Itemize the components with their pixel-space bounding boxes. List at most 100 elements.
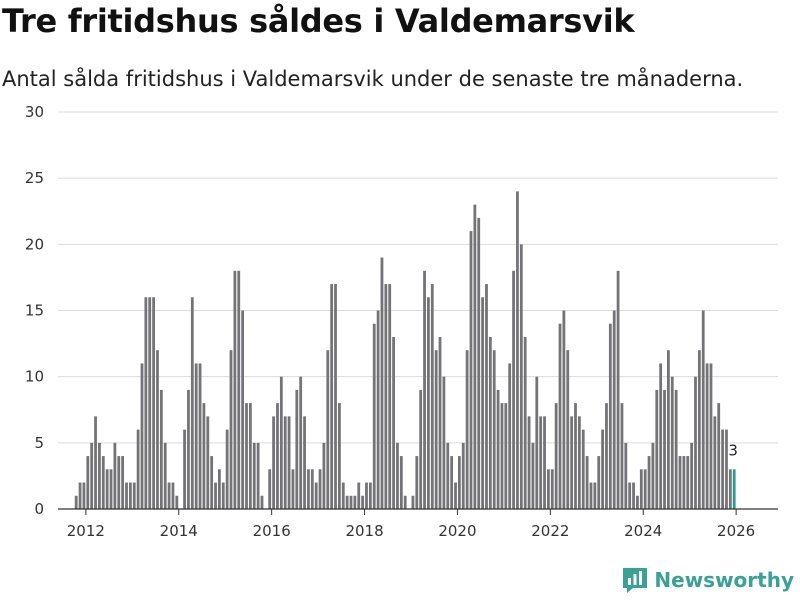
brand-name: Newsworthy bbox=[654, 568, 794, 592]
bar bbox=[117, 456, 121, 509]
bar bbox=[388, 284, 392, 509]
bar bbox=[365, 482, 368, 509]
bar bbox=[593, 482, 597, 509]
x-axis-ticks: 2012 2014 2016 2018 2020 2022 2024 2026 bbox=[67, 509, 755, 540]
bar bbox=[368, 482, 372, 509]
bar bbox=[469, 231, 473, 509]
bar bbox=[105, 469, 109, 509]
bar bbox=[411, 495, 415, 509]
bar bbox=[156, 350, 159, 509]
bar bbox=[430, 284, 434, 509]
bar bbox=[713, 416, 717, 509]
bar bbox=[647, 456, 651, 509]
bar bbox=[252, 442, 256, 509]
bar bbox=[608, 323, 612, 509]
bar bbox=[152, 297, 155, 509]
bar bbox=[144, 297, 148, 509]
bar bbox=[198, 363, 202, 509]
bar bbox=[221, 482, 225, 509]
x-tick-label: 2020 bbox=[438, 522, 476, 540]
newsworthy-logo-icon bbox=[623, 568, 648, 593]
bar bbox=[322, 442, 326, 509]
bar bbox=[527, 416, 531, 509]
bar bbox=[260, 495, 264, 509]
data-labels: 3 bbox=[728, 441, 738, 459]
y-tick-label: 25 bbox=[25, 169, 44, 187]
bar bbox=[597, 456, 601, 509]
bar bbox=[415, 456, 419, 509]
bar bbox=[581, 429, 585, 509]
bar bbox=[295, 389, 299, 509]
bar bbox=[101, 456, 105, 509]
bar bbox=[125, 482, 128, 509]
bar bbox=[434, 350, 438, 509]
bar bbox=[539, 416, 543, 509]
bar bbox=[403, 495, 407, 509]
bar bbox=[214, 482, 217, 509]
bar bbox=[485, 284, 488, 509]
bar bbox=[605, 403, 608, 509]
bar bbox=[639, 469, 643, 509]
bar bbox=[330, 284, 334, 509]
bar bbox=[562, 310, 566, 509]
bar bbox=[225, 429, 229, 509]
x-tick-label: 2026 bbox=[717, 522, 755, 540]
bar bbox=[577, 416, 581, 509]
bar bbox=[399, 456, 403, 509]
bar bbox=[109, 469, 113, 509]
bar bbox=[477, 217, 481, 509]
bar bbox=[299, 376, 303, 509]
bar bbox=[380, 257, 384, 509]
bar bbox=[396, 442, 399, 509]
bar bbox=[492, 350, 496, 509]
bar bbox=[287, 416, 291, 509]
gridlines bbox=[58, 111, 778, 444]
bar bbox=[535, 376, 539, 509]
bar bbox=[272, 416, 275, 509]
bar bbox=[279, 376, 283, 509]
bar bbox=[159, 389, 163, 509]
y-tick-label: 0 bbox=[34, 500, 44, 518]
bar bbox=[90, 442, 94, 509]
bar bbox=[531, 442, 535, 509]
bar bbox=[132, 482, 136, 509]
bar bbox=[78, 482, 82, 509]
bar bbox=[229, 350, 233, 509]
bar bbox=[655, 389, 659, 509]
bar bbox=[357, 482, 361, 509]
bar bbox=[349, 495, 353, 509]
bar-chart: 0 5 10 15 20 25 30 2012 2014 2016 2018 2020 2022 202… bbox=[25, 103, 778, 540]
bar bbox=[384, 284, 388, 509]
bar bbox=[488, 336, 492, 509]
bar bbox=[697, 350, 701, 509]
bar bbox=[651, 442, 655, 509]
bar bbox=[690, 442, 694, 509]
bar bbox=[136, 429, 140, 509]
bar bbox=[446, 442, 450, 509]
bar bbox=[268, 469, 272, 509]
chart-subtitle: Antal sålda fritidshus i Valdemarsvik un… bbox=[2, 67, 744, 91]
bar bbox=[612, 310, 616, 509]
bar bbox=[248, 403, 252, 509]
bar bbox=[86, 456, 90, 509]
bar bbox=[450, 456, 454, 509]
bar bbox=[334, 284, 337, 509]
bar bbox=[303, 416, 306, 509]
bar bbox=[140, 363, 144, 509]
bar bbox=[457, 456, 461, 509]
bar bbox=[628, 482, 632, 509]
y-tick-label: 20 bbox=[25, 235, 44, 253]
x-tick-label: 2016 bbox=[253, 522, 291, 540]
bar bbox=[361, 495, 365, 509]
bar bbox=[233, 270, 237, 509]
y-tick-label: 10 bbox=[25, 368, 44, 386]
bar bbox=[372, 323, 376, 509]
bar bbox=[175, 495, 179, 509]
bar bbox=[543, 416, 546, 509]
last-value-label: 3 bbox=[728, 441, 738, 459]
bar bbox=[601, 429, 604, 509]
bar bbox=[523, 336, 527, 509]
bar bbox=[678, 456, 682, 509]
bar bbox=[516, 191, 519, 509]
bar bbox=[496, 389, 500, 509]
